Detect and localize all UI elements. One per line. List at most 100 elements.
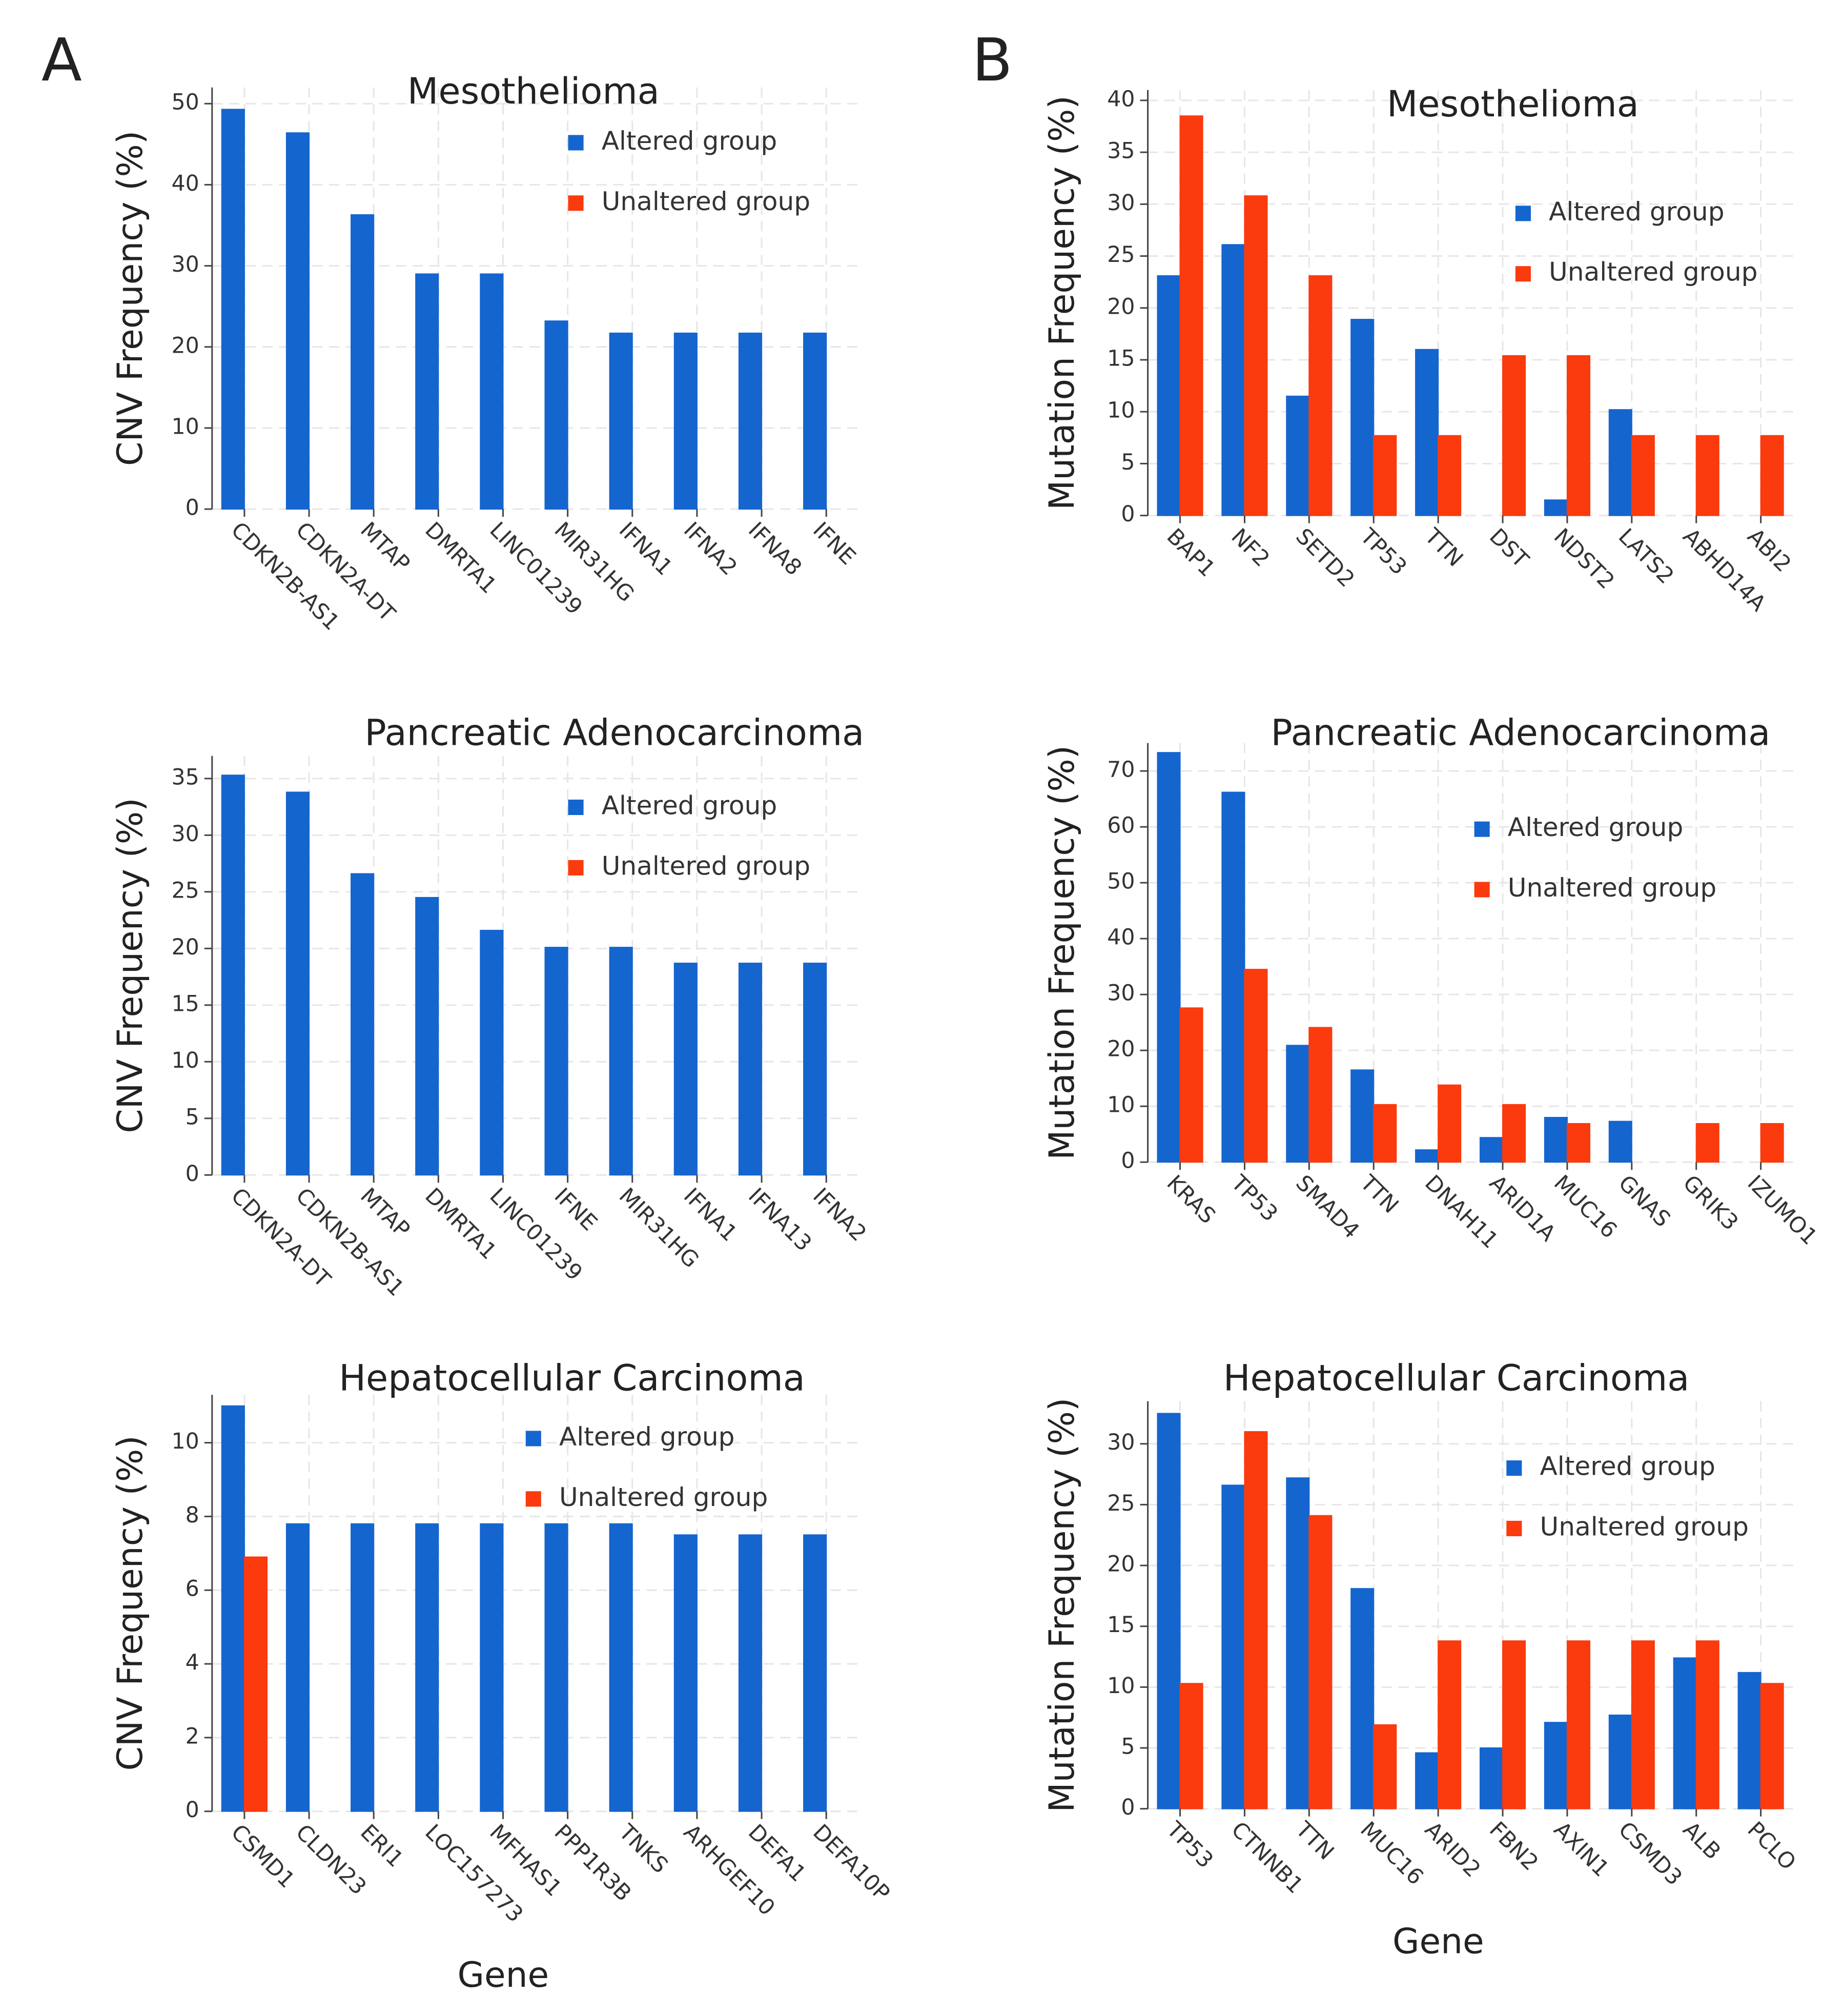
y-axis-label: CNV Frequency (%) — [110, 798, 150, 1133]
y-tick-label: 2 — [186, 1723, 199, 1749]
bar — [738, 332, 763, 510]
legend-swatch — [568, 860, 584, 875]
bar — [480, 273, 504, 510]
bar — [1502, 1104, 1526, 1163]
y-tick-label: 20 — [171, 333, 199, 358]
y-axis-label: Mutation Frequency (%) — [1041, 745, 1082, 1160]
x-tick-label: MUC16 — [1549, 1170, 1622, 1244]
bar — [609, 947, 633, 1176]
y-tick-label: 5 — [1121, 1734, 1135, 1760]
bar — [673, 963, 698, 1176]
x-tick-label: KRAS — [1162, 1170, 1221, 1229]
x-tick-label: TTN — [1419, 523, 1468, 572]
legend-label: Altered group — [602, 790, 777, 821]
bar — [1544, 499, 1568, 516]
bar — [1373, 1104, 1397, 1163]
x-tick-label: TNKS — [613, 1819, 673, 1879]
bar — [1286, 1045, 1310, 1163]
y-tick-label: 15 — [1107, 346, 1135, 372]
panel-label: B — [972, 26, 1013, 95]
bar — [1566, 355, 1590, 516]
x-tick-label: IFNA8 — [743, 517, 807, 581]
legend-label: Unaltered group — [1508, 872, 1716, 903]
chart: 0 5 10 15 20 25 30 35 Altered group Unaltered gro… — [110, 712, 871, 1301]
bar — [1244, 969, 1268, 1163]
chart: 0 5 10 15 20 25 30 35 40 Altered group Unaltered g… — [1041, 83, 1796, 617]
bar — [285, 132, 310, 510]
bar — [1179, 1007, 1203, 1163]
bar — [1566, 1640, 1590, 1809]
bar — [415, 897, 439, 1176]
y-tick-label: 25 — [1107, 1491, 1135, 1516]
bar — [1631, 435, 1655, 516]
legend-label: Unaltered group — [602, 186, 810, 216]
y-tick-label: 6 — [186, 1576, 199, 1602]
bar — [1157, 275, 1181, 516]
x-tick-label: ERI1 — [355, 1819, 408, 1872]
x-tick-label: TP53 — [1355, 523, 1412, 580]
bar — [803, 963, 827, 1176]
x-tick-label: LATS2 — [1613, 523, 1679, 589]
x-tick-label: AXIN1 — [1549, 1817, 1614, 1882]
x-tick-label: SMAD4 — [1291, 1170, 1364, 1244]
bar — [1179, 1683, 1203, 1809]
x-tick-label: MTAP — [355, 1183, 415, 1243]
legend-label: Altered group — [602, 126, 777, 156]
x-tick-label: MTAP — [355, 517, 415, 577]
y-axis-label: Mutation Frequency (%) — [1041, 1398, 1082, 1813]
x-tick-label: DEFA10P — [808, 1819, 894, 1906]
bar — [480, 1523, 504, 1812]
y-tick-label: 30 — [1107, 190, 1135, 216]
bar — [285, 1523, 310, 1812]
legend-label: Altered group — [1549, 196, 1724, 227]
bar — [1544, 1116, 1568, 1163]
bar — [1157, 752, 1181, 1163]
legend-label: Unaltered group — [1540, 1511, 1749, 1541]
bar — [1737, 1672, 1761, 1809]
bar — [1350, 319, 1375, 516]
y-tick-label: 25 — [171, 878, 199, 903]
bar — [1438, 1084, 1462, 1163]
bar — [1221, 244, 1245, 516]
x-tick-label: IFNE — [549, 1183, 602, 1236]
x-tick-label: GRIK3 — [1678, 1170, 1743, 1235]
bar — [1350, 1588, 1375, 1809]
legend-swatch — [1506, 1520, 1522, 1537]
legend-swatch — [525, 1491, 541, 1507]
x-tick-label: PCLO — [1743, 1817, 1801, 1875]
bar — [415, 273, 439, 510]
x-tick-label: NF2 — [1226, 523, 1274, 572]
legend-swatch — [568, 799, 584, 816]
y-tick-label: 30 — [1107, 981, 1135, 1006]
chart-title: Mesothelioma — [407, 70, 660, 112]
y-tick-label: 15 — [1107, 1612, 1135, 1638]
bar — [1760, 1123, 1784, 1163]
y-tick-label: 0 — [1121, 1795, 1135, 1820]
y-axis-label: CNV Frequency (%) — [110, 1435, 150, 1770]
y-tick-label: 10 — [171, 414, 199, 439]
y-axis-label: Mutation Frequency (%) — [1041, 95, 1082, 510]
bar — [351, 1523, 375, 1812]
bar — [285, 791, 310, 1176]
bar — [738, 1534, 763, 1812]
x-tick-label: IFNA13 — [743, 1183, 816, 1256]
y-tick-label: 40 — [1107, 86, 1135, 112]
x-tick-label: ARID2 — [1420, 1817, 1485, 1882]
x-tick-label: CLDN23 — [291, 1819, 371, 1900]
y-tick-label: 30 — [1107, 1430, 1135, 1455]
bar — [1566, 1123, 1590, 1163]
bar — [544, 320, 568, 510]
legend-swatch — [1474, 821, 1490, 837]
x-tick-label: NDST2 — [1549, 523, 1620, 594]
y-tick-label: 40 — [171, 171, 199, 196]
bar — [1502, 1640, 1526, 1809]
x-tick-label: IFNA1 — [679, 1183, 742, 1247]
bar — [1608, 1714, 1632, 1809]
x-axis-label: Gene — [1392, 1921, 1484, 1962]
legend-swatch — [568, 195, 584, 211]
bar — [1760, 435, 1784, 516]
y-tick-label: 10 — [171, 1048, 199, 1073]
bar — [1286, 395, 1310, 516]
bar — [415, 1523, 439, 1812]
